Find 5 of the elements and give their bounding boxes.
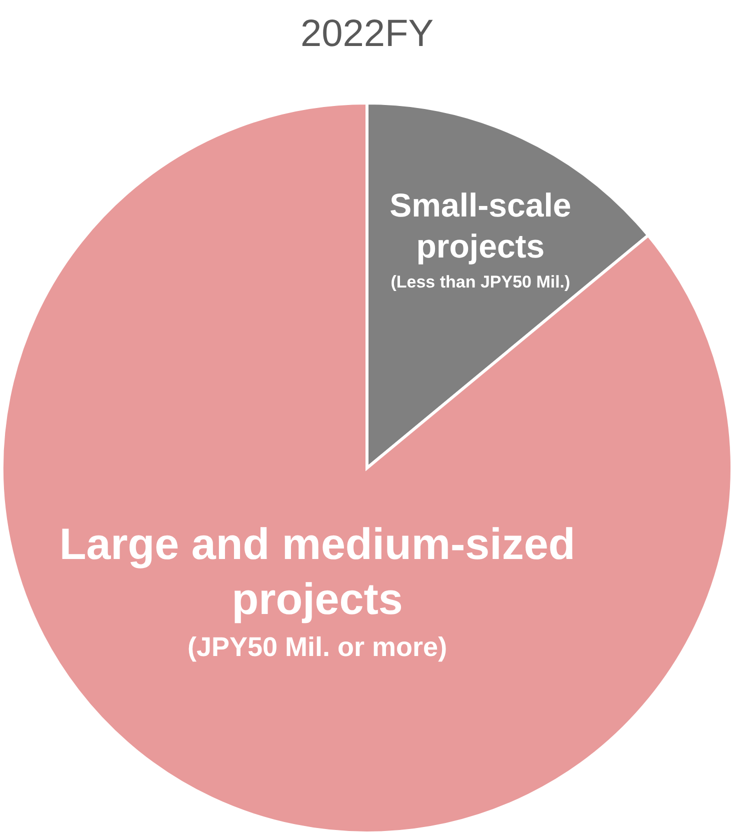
text: (JPY50 Mil. or more) (187, 632, 448, 662)
text: (Less than JPY50 Mil.) (390, 272, 570, 292)
slice-label: Small-scale projects (390, 186, 572, 265)
chart-title: 2022FY (300, 13, 434, 55)
slice-label: Large and medium-sized projects (59, 520, 576, 624)
